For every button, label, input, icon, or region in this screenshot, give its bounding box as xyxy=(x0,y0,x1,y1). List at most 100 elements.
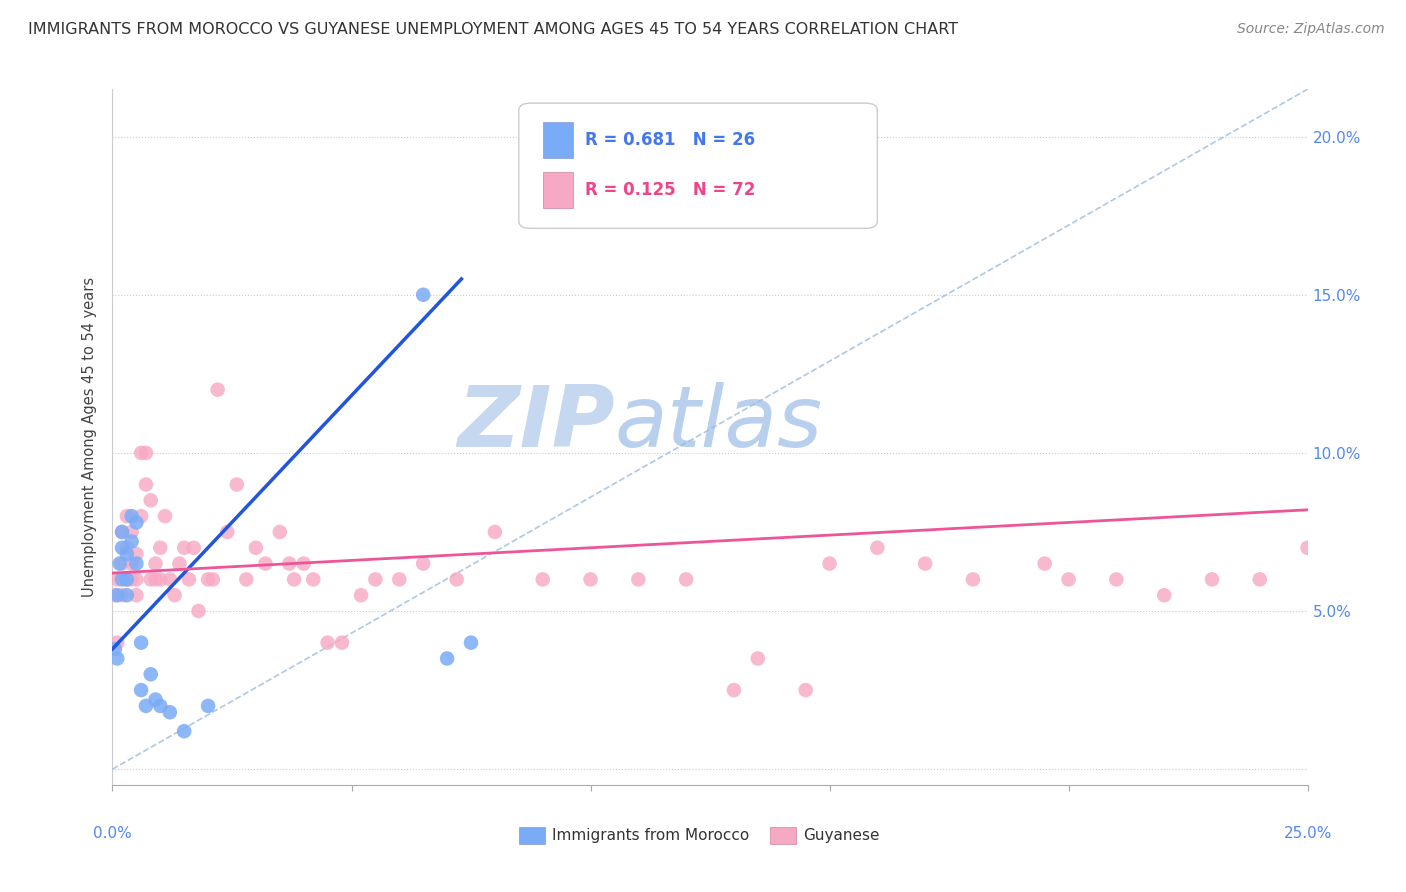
Point xyxy=(627,573,650,587)
Point xyxy=(235,573,257,587)
Point xyxy=(111,524,134,539)
Point xyxy=(121,534,143,549)
Point xyxy=(446,573,468,587)
Point xyxy=(111,524,134,539)
Point xyxy=(350,588,373,602)
Point xyxy=(125,573,148,587)
Point xyxy=(197,698,219,713)
Point xyxy=(1249,573,1271,587)
Y-axis label: Unemployment Among Ages 45 to 54 years: Unemployment Among Ages 45 to 54 years xyxy=(82,277,97,597)
Point xyxy=(108,557,131,571)
Point xyxy=(187,604,209,618)
Text: R = 0.125   N = 72: R = 0.125 N = 72 xyxy=(585,181,755,199)
Point xyxy=(245,541,267,555)
Point xyxy=(217,524,239,539)
Point xyxy=(145,557,167,571)
Bar xyxy=(543,172,572,208)
Point xyxy=(111,588,134,602)
Point xyxy=(135,698,157,713)
Point xyxy=(675,573,697,587)
Point xyxy=(129,446,152,460)
Point xyxy=(105,651,128,665)
Point xyxy=(269,524,291,539)
Point xyxy=(173,541,195,555)
Point xyxy=(163,588,186,602)
Point xyxy=(173,724,195,739)
Point xyxy=(139,493,162,508)
Point xyxy=(125,547,148,561)
Point xyxy=(169,557,191,571)
Point xyxy=(121,557,143,571)
Point xyxy=(129,509,152,524)
Point xyxy=(105,573,128,587)
Point xyxy=(412,557,434,571)
Text: 0.0%: 0.0% xyxy=(93,826,132,841)
Point xyxy=(436,651,458,665)
Point xyxy=(115,573,138,587)
Point xyxy=(207,383,229,397)
Point xyxy=(111,541,134,555)
Point xyxy=(135,446,157,460)
Point xyxy=(145,692,167,706)
Point xyxy=(125,588,148,602)
Point xyxy=(302,573,325,587)
Point xyxy=(1296,541,1319,555)
Point xyxy=(129,683,152,698)
Point xyxy=(115,547,138,561)
Point xyxy=(159,573,181,587)
Point xyxy=(115,509,138,524)
Point xyxy=(183,541,205,555)
Point xyxy=(129,635,152,649)
Point xyxy=(723,683,745,698)
Point xyxy=(121,573,143,587)
Point xyxy=(1201,573,1223,587)
Point xyxy=(818,557,841,571)
Bar xyxy=(519,827,546,844)
Point xyxy=(316,635,339,649)
Point xyxy=(135,477,157,491)
Text: Guyanese: Guyanese xyxy=(803,828,880,843)
Point xyxy=(364,573,387,587)
Bar xyxy=(543,122,572,158)
FancyBboxPatch shape xyxy=(519,103,877,228)
Text: 25.0%: 25.0% xyxy=(1284,826,1331,841)
Point xyxy=(111,573,134,587)
Point xyxy=(153,509,176,524)
Point xyxy=(225,477,247,491)
Point xyxy=(866,541,889,555)
Point xyxy=(121,524,143,539)
Point xyxy=(460,635,482,649)
Point xyxy=(115,588,138,602)
Point xyxy=(201,573,224,587)
Point xyxy=(283,573,305,587)
Point xyxy=(484,524,506,539)
Point xyxy=(105,635,128,649)
Point xyxy=(1033,557,1056,571)
Point xyxy=(121,509,143,524)
Point xyxy=(747,651,769,665)
Point xyxy=(412,287,434,301)
Point xyxy=(105,588,128,602)
Text: Immigrants from Morocco: Immigrants from Morocco xyxy=(553,828,749,843)
Point xyxy=(139,573,162,587)
Point xyxy=(125,516,148,530)
Point xyxy=(149,698,172,713)
Point xyxy=(159,705,181,719)
Point xyxy=(149,573,172,587)
Point xyxy=(794,683,817,698)
Point xyxy=(388,573,411,587)
Point xyxy=(330,635,353,649)
Point xyxy=(914,557,936,571)
Point xyxy=(962,573,984,587)
Point xyxy=(292,557,315,571)
Point xyxy=(145,573,167,587)
Text: Source: ZipAtlas.com: Source: ZipAtlas.com xyxy=(1237,22,1385,37)
Text: ZIP: ZIP xyxy=(457,382,614,465)
Point xyxy=(104,642,127,657)
Point xyxy=(125,557,148,571)
Bar xyxy=(770,827,796,844)
Point xyxy=(149,541,172,555)
Point xyxy=(254,557,277,571)
Point xyxy=(579,573,602,587)
Point xyxy=(197,573,219,587)
